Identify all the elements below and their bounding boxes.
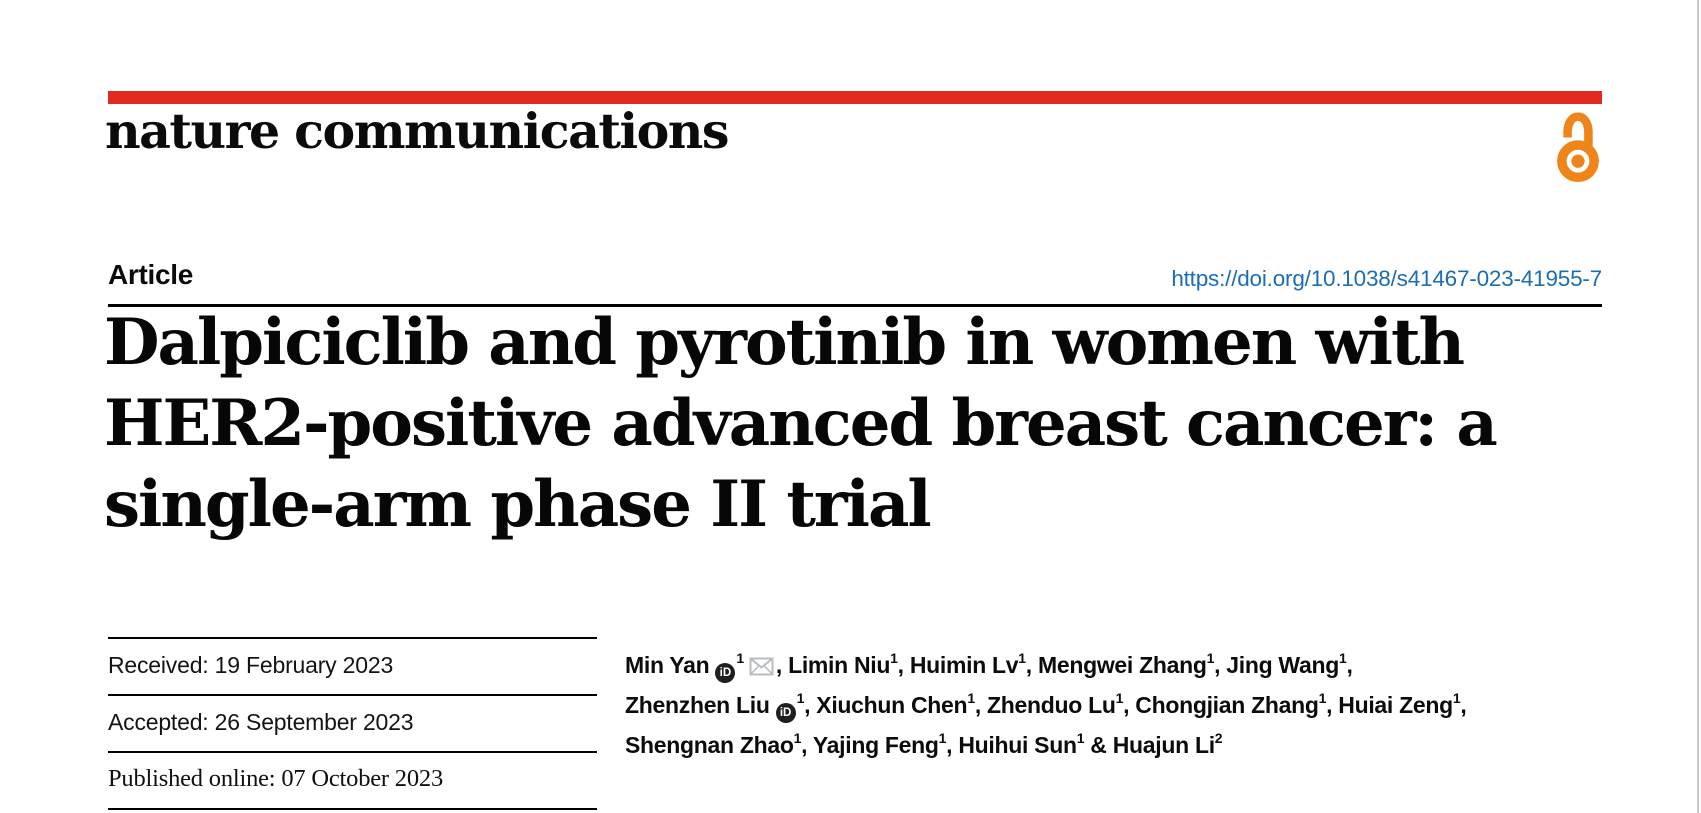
author-affiliation-superscript: 1 — [1452, 690, 1461, 707]
author-name-text: , Mengwei Zhang — [1025, 652, 1207, 678]
accepted-date-text: Accepted: 26 September 2023 — [108, 709, 414, 735]
author-list: Min Yan iD1, Limin Niu1, Huimin Lv1, Meng… — [625, 645, 1495, 765]
article-title-line-1: Dalpiciclib and pyrotinib in women with — [104, 305, 1465, 380]
author-name-text: Zhenzhen Liu — [625, 692, 770, 718]
author-name-text: , — [1346, 652, 1353, 678]
author-affiliation-superscript: 1 — [1018, 650, 1026, 667]
author-name-text: , Chongjian Zhang — [1123, 692, 1319, 718]
author-affiliation-superscript: 1 — [1115, 690, 1124, 707]
author-affiliation-superscript: 1 — [793, 730, 802, 747]
dates-column: Received: 19 February 2023 Accepted: 26 … — [108, 637, 597, 810]
published-date-text: Published online: 07 October 2023 — [108, 765, 444, 792]
author-affiliation-superscript: 1 — [1338, 650, 1347, 667]
received-date-text: Received: 19 February 2023 — [108, 652, 394, 678]
article-title-line-3: single-arm phase II trial — [104, 467, 932, 542]
doi-link[interactable]: https://doi.org/10.1038/s41467-023-41955… — [1171, 266, 1602, 291]
author-name-text: , Yajing Feng — [801, 732, 939, 758]
header-divider-rule — [108, 304, 1602, 307]
author-affiliation-superscript: 2 — [1214, 730, 1223, 747]
journal-brand-bar — [108, 91, 1602, 104]
received-date-row: Received: 19 February 2023 — [108, 637, 597, 694]
author-name-text: , Xiuchun Chen — [804, 692, 968, 718]
published-date-row: Published online: 07 October 2023 — [108, 751, 597, 808]
author-line: Zhenzhen Liu iD1, Xiuchun Chen1, Zhenduo … — [625, 685, 1495, 725]
author-name-text: , Limin Niu — [775, 652, 891, 678]
author-name-text: Min Yan — [625, 652, 710, 678]
author-line: Min Yan iD1, Limin Niu1, Huimin Lv1, Meng… — [625, 645, 1495, 685]
author-name-text: , Jing Wang — [1214, 652, 1339, 678]
author-name-text: , Zhenduo Lu — [974, 692, 1116, 718]
author-line: Shengnan Zhao1, Yajing Feng1, Huihui Sun… — [625, 725, 1495, 765]
author-name-text: , Huiai Zeng — [1326, 692, 1453, 718]
article-title-line-2: HER2-positive advanced breast cancer: a — [104, 386, 1498, 461]
author-name-text: & Huajun Li — [1084, 732, 1215, 758]
orcid-id-icon[interactable]: iD — [715, 663, 736, 683]
accepted-date-row: Accepted: 26 September 2023 — [108, 694, 597, 751]
author-name-text: , Huihui Sun — [946, 732, 1077, 758]
author-name-text: , — [1460, 692, 1467, 718]
author-affiliation-superscript: 1 — [1318, 690, 1327, 707]
author-affiliation-superscript: 1 — [890, 650, 898, 667]
orcid-id-icon[interactable]: iD — [775, 703, 796, 723]
author-affiliation-superscript: 1 — [796, 690, 805, 707]
email-envelope-icon[interactable] — [749, 657, 774, 676]
author-affiliation-superscript: 1 — [736, 650, 744, 667]
open-access-padlock-icon — [1557, 112, 1599, 183]
author-affiliation-superscript: 1 — [1076, 730, 1085, 747]
author-name-text: Shengnan Zhao — [625, 732, 794, 758]
author-affiliation-superscript: 1 — [967, 690, 975, 707]
author-affiliation-superscript: 1 — [1206, 650, 1215, 667]
article-title: Dalpiciclib and pyrotinib in women with … — [104, 302, 1584, 545]
article-type-label: Article — [108, 259, 194, 290]
page-right-edge-line — [1697, 0, 1699, 813]
author-affiliation-superscript: 1 — [938, 730, 947, 747]
author-name-text: , Huimin Lv — [897, 652, 1019, 678]
journal-masthead-wordmark: nature communications — [105, 102, 730, 160]
